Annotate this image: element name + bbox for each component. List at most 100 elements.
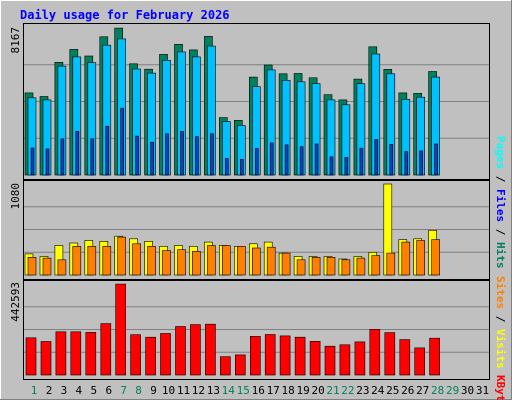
x-tick-label: 29 — [446, 384, 459, 397]
bar-pages-day-20 — [314, 143, 319, 176]
bar-sites-day-24 — [371, 255, 381, 276]
bar-pages-day-23 — [359, 147, 364, 176]
ymax-label-hits: 8167 — [9, 27, 22, 54]
bar-kbytes-day-17 — [264, 334, 276, 376]
bar-sites-day-20 — [311, 256, 321, 276]
bar-sites-day-22 — [341, 259, 351, 276]
bar-sites-day-7 — [117, 236, 126, 276]
bar-pages-day-3 — [60, 138, 65, 176]
x-tick-label: 10 — [162, 384, 175, 397]
bar-kbytes-day-16 — [250, 335, 261, 376]
label-visits: Visits — [494, 329, 507, 369]
x-tick-label: 25 — [386, 384, 399, 397]
bar-sites-day-27 — [416, 240, 426, 276]
bar-kbytes-day-26 — [399, 339, 411, 376]
x-tick-label: 8 — [135, 384, 142, 397]
bar-sites-day-19 — [296, 259, 306, 276]
label-kbytes: KBytes — [494, 375, 507, 400]
bar-sites-day-6 — [102, 246, 112, 276]
x-tick-label: 6 — [105, 384, 112, 397]
x-tick-label: 30 — [461, 384, 474, 397]
bar-kbytes-day-19 — [294, 336, 306, 376]
bar-pages-day-2 — [45, 148, 50, 176]
bar-pages-day-5 — [90, 138, 95, 176]
bar-pages-day-18 — [284, 144, 289, 176]
bar-pages-day-19 — [299, 146, 304, 176]
x-tick-label: 4 — [75, 384, 82, 397]
bar-pages-day-6 — [105, 125, 110, 176]
bar-sites-day-12 — [192, 251, 201, 276]
x-tick-label: 23 — [356, 384, 369, 397]
bar-kbytes-day-23 — [354, 341, 366, 376]
x-tick-label: 11 — [177, 384, 190, 397]
x-tick-label: 9 — [150, 384, 157, 397]
axis-label-kbytes: KBytes — [494, 375, 507, 400]
axis-label-hits-files-pages: Pages / Files / Hits — [494, 136, 507, 269]
bar-pages-day-4 — [75, 131, 80, 176]
bar-pages-day-28 — [434, 143, 438, 176]
bar-pages-day-10 — [165, 133, 169, 176]
bar-sites-day-28 — [431, 239, 440, 276]
x-tick-label: 18 — [281, 384, 294, 397]
bar-sites-day-21 — [326, 256, 336, 276]
bar-pages-day-12 — [195, 136, 199, 176]
label-pages: Pages — [494, 136, 507, 169]
bar-pages-day-9 — [150, 141, 154, 176]
bar-kbytes-day-11 — [175, 326, 186, 376]
bar-sites-day-15 — [237, 246, 246, 276]
bar-pages-day-27 — [419, 150, 424, 176]
bar-sites-day-16 — [252, 247, 261, 276]
bar-pages-day-22 — [344, 157, 349, 176]
bar-kbytes-day-5 — [85, 332, 97, 376]
bar-kbytes-day-9 — [145, 336, 156, 376]
bar-sites-day-1 — [27, 256, 37, 276]
label-sites: Sites — [494, 276, 507, 309]
bar-sites-day-25 — [386, 252, 396, 276]
chart-title: Daily usage for February 2026 — [20, 8, 230, 22]
bar-sites-day-2 — [42, 257, 52, 276]
x-tick-label: 27 — [416, 384, 429, 397]
x-tick-label: 5 — [90, 384, 97, 397]
bar-pages-day-24 — [374, 139, 379, 176]
x-tick-label: 21 — [326, 384, 339, 397]
label-files: Files — [494, 189, 507, 222]
x-axis-day-labels: 1 2 3 4 5 6 7 8 9 10 11 12 13 14 15 16 17 18 19 20 21 22 23 24 2… — [31, 384, 489, 397]
bar-kbytes-day-13 — [205, 323, 216, 376]
bar-kbytes-day-22 — [339, 344, 351, 376]
bar-pages-day-11 — [180, 131, 184, 176]
bar-sites-day-11 — [177, 249, 186, 276]
bar-kbytes-day-15 — [235, 354, 246, 376]
bar-pages-day-15 — [240, 159, 244, 176]
bar-sites-day-18 — [281, 252, 291, 276]
bars — [24, 27, 440, 376]
bar-pages-day-21 — [329, 156, 334, 176]
bar-kbytes-day-6 — [100, 323, 112, 376]
bar-pages-day-1 — [30, 147, 35, 176]
bar-sites-day-26 — [401, 241, 411, 276]
x-tick-label: 3 — [61, 384, 68, 397]
x-tick-label: 2 — [46, 384, 53, 397]
bar-kbytes-day-28 — [429, 337, 440, 376]
x-tick-label: 26 — [401, 384, 414, 397]
bar-pages-day-7 — [120, 107, 124, 176]
bar-kbytes-day-14 — [220, 356, 231, 376]
ymax-label-kbytes: 442593 — [9, 282, 22, 322]
bar-pages-day-26 — [404, 151, 409, 176]
bar-sites-day-13 — [207, 245, 216, 276]
bar-kbytes-day-18 — [279, 335, 291, 376]
bar-sites-day-8 — [132, 243, 141, 276]
bar-pages-day-8 — [135, 135, 139, 176]
bar-kbytes-day-8 — [130, 334, 141, 376]
bar-kbytes-day-3 — [55, 331, 67, 376]
bar-sites-day-23 — [356, 257, 366, 276]
bar-sites-day-9 — [147, 246, 156, 276]
x-tick-label: 19 — [296, 384, 309, 397]
bar-kbytes-day-27 — [414, 347, 426, 376]
x-tick-label: 17 — [267, 384, 280, 397]
x-tick-label: 20 — [311, 384, 324, 397]
x-tick-label: 24 — [371, 384, 385, 397]
x-tick-label: 16 — [252, 384, 265, 397]
x-tick-label: 31 — [476, 384, 489, 397]
x-tick-label: 28 — [431, 384, 444, 397]
